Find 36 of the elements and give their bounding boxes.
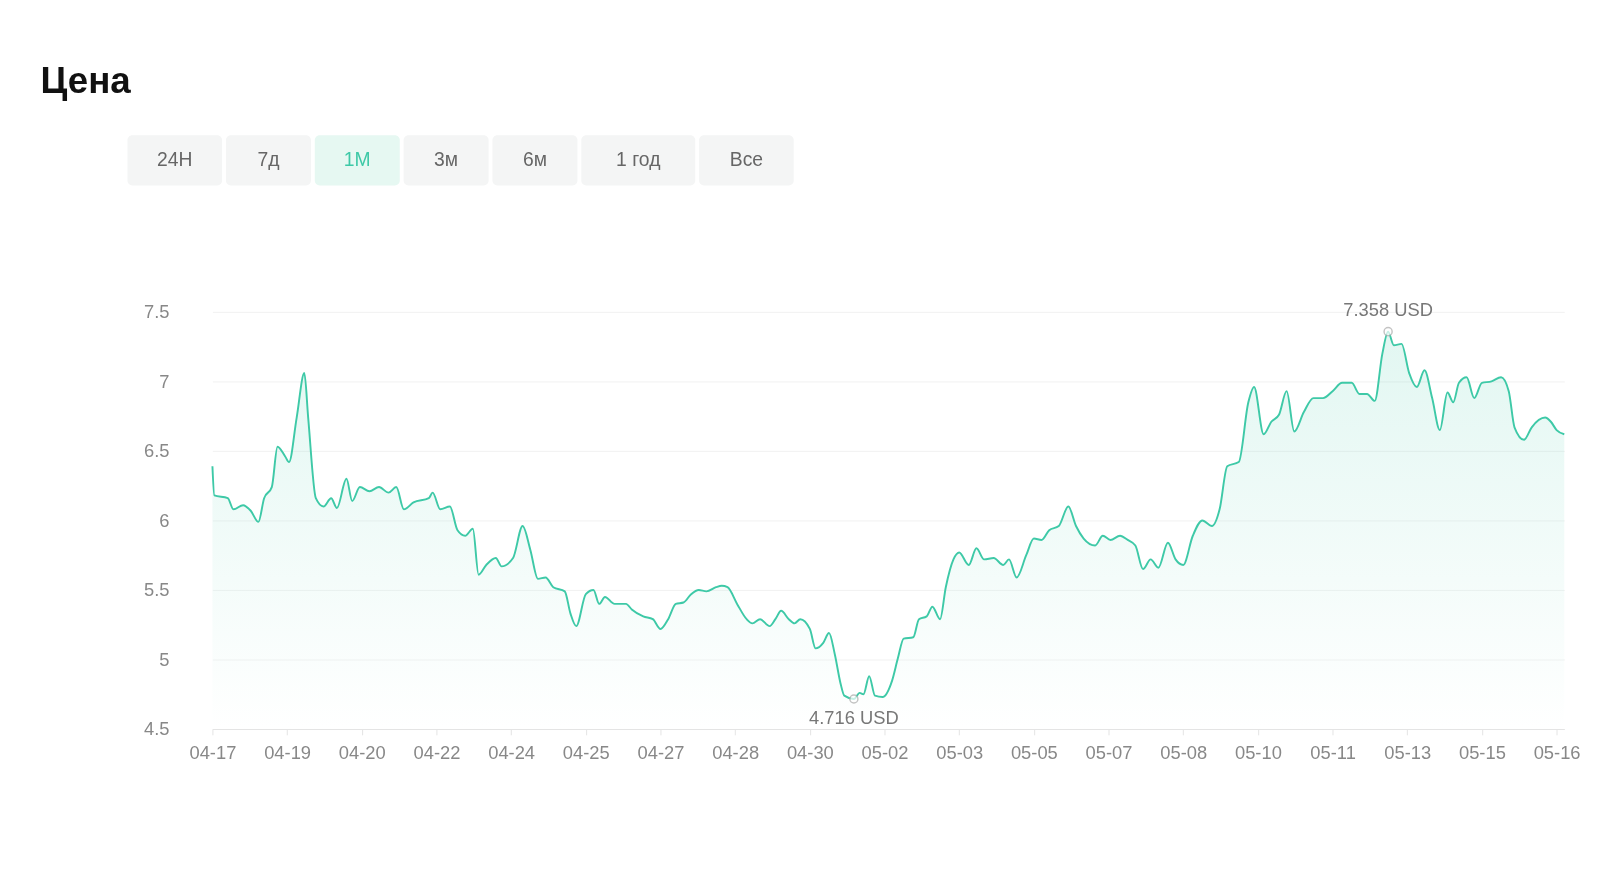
x-tick-label: 05-05 <box>1010 742 1058 764</box>
y-tick-label: 7 <box>159 370 170 392</box>
x-tick-label: 05-16 <box>1533 742 1581 764</box>
y-tick-label: 4.5 <box>143 718 170 740</box>
y-tick-label: 5.5 <box>143 579 170 601</box>
chart-title: Цена <box>40 59 132 101</box>
x-tick-label: 04-19 <box>264 742 312 764</box>
y-tick-label: 6.5 <box>143 440 170 462</box>
text: 1M <box>343 149 371 171</box>
annotation: 4.716 USD <box>809 707 899 729</box>
x-tick-label: 04-25 <box>562 742 610 764</box>
x-tick-label: 05-03 <box>936 742 984 764</box>
text: 24H <box>157 149 193 171</box>
x-tick-label: 05-11 <box>1310 742 1356 764</box>
x-tick-label: 04-24 <box>488 742 536 764</box>
text: 6м <box>522 149 547 171</box>
y-tick-label: 6 <box>159 509 170 531</box>
x-tick-label: 05-10 <box>1234 742 1282 764</box>
x-tick-label: 04-20 <box>338 742 386 764</box>
x-tick-label: 05-02 <box>861 742 909 764</box>
x-tick-label: 05-13 <box>1384 742 1432 764</box>
x-tick-label: 05-15 <box>1458 742 1506 764</box>
x-tick-label: 04-30 <box>786 742 834 764</box>
y-tick-label: 5 <box>159 648 170 670</box>
text: 3м <box>434 149 459 171</box>
x-tick-label: 04-22 <box>413 742 461 764</box>
text: Все <box>729 149 764 171</box>
x-tick-label: 05-07 <box>1085 742 1133 764</box>
annotation: 7.358 USD <box>1343 299 1433 321</box>
x-tick-label: 05-08 <box>1160 742 1208 764</box>
y-tick-label: 7.5 <box>143 301 170 323</box>
x-tick-label: 04-17 <box>189 742 237 764</box>
x-tick-label: 04-28 <box>712 742 760 764</box>
text: 1 год <box>616 149 661 171</box>
x-tick-label: 04-27 <box>637 742 685 764</box>
text: 7д <box>257 149 280 171</box>
